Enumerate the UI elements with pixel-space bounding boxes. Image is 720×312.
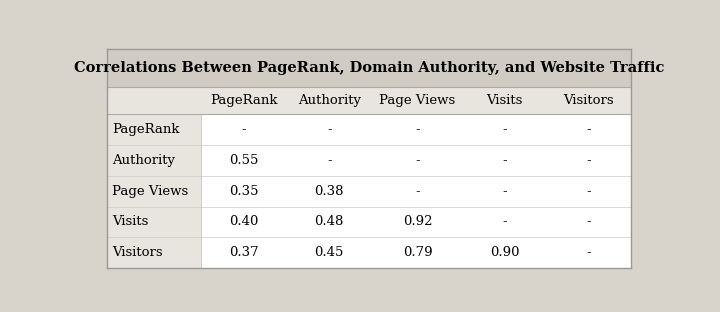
Bar — [372, 176, 463, 207]
Bar — [107, 207, 201, 237]
Text: Visitors: Visitors — [563, 94, 614, 107]
Text: -: - — [503, 154, 507, 167]
Text: 0.90: 0.90 — [490, 246, 519, 259]
Bar — [287, 176, 372, 207]
Bar — [287, 145, 372, 176]
Text: Page Views: Page Views — [379, 94, 456, 107]
Text: -: - — [327, 154, 331, 167]
Bar — [463, 237, 546, 268]
Bar — [107, 114, 201, 145]
Bar — [463, 207, 546, 237]
Bar — [546, 207, 631, 237]
Text: -: - — [586, 185, 591, 198]
Bar — [201, 114, 287, 145]
Text: -: - — [415, 185, 420, 198]
Text: Visitors: Visitors — [112, 246, 163, 259]
Bar — [372, 207, 463, 237]
Bar — [201, 237, 287, 268]
Bar — [107, 145, 201, 176]
Text: -: - — [415, 123, 420, 136]
Text: -: - — [503, 123, 507, 136]
Text: -: - — [586, 154, 591, 167]
Bar — [201, 145, 287, 176]
Bar — [287, 207, 372, 237]
Text: 0.92: 0.92 — [403, 216, 433, 228]
Text: 0.48: 0.48 — [315, 216, 344, 228]
Text: -: - — [586, 123, 591, 136]
Text: Visits: Visits — [112, 216, 149, 228]
Bar — [463, 176, 546, 207]
Bar — [107, 237, 201, 268]
Bar — [107, 176, 201, 207]
Text: Page Views: Page Views — [112, 185, 189, 198]
Bar — [546, 237, 631, 268]
Text: PageRank: PageRank — [210, 94, 277, 107]
Bar — [201, 176, 287, 207]
Text: -: - — [503, 216, 507, 228]
Bar — [546, 176, 631, 207]
Bar — [546, 114, 631, 145]
Text: Authority: Authority — [297, 94, 361, 107]
Bar — [372, 145, 463, 176]
Text: PageRank: PageRank — [112, 123, 180, 136]
Text: -: - — [415, 154, 420, 167]
Text: -: - — [586, 216, 591, 228]
Text: 0.38: 0.38 — [315, 185, 344, 198]
Text: 0.40: 0.40 — [229, 216, 258, 228]
Bar — [463, 145, 546, 176]
Text: 0.79: 0.79 — [402, 246, 433, 259]
Bar — [287, 114, 372, 145]
Text: 0.35: 0.35 — [229, 185, 258, 198]
Text: -: - — [327, 123, 331, 136]
Text: Authority: Authority — [112, 154, 176, 167]
Bar — [372, 114, 463, 145]
Bar — [546, 145, 631, 176]
Text: -: - — [586, 246, 591, 259]
Bar — [107, 87, 631, 114]
Text: Correlations Between PageRank, Domain Authority, and Website Traffic: Correlations Between PageRank, Domain Au… — [74, 61, 664, 75]
Text: -: - — [241, 123, 246, 136]
Text: 0.45: 0.45 — [315, 246, 344, 259]
Text: -: - — [503, 185, 507, 198]
Bar — [372, 237, 463, 268]
Text: 0.55: 0.55 — [229, 154, 258, 167]
Bar — [107, 49, 631, 87]
Bar — [201, 207, 287, 237]
Bar — [463, 114, 546, 145]
Text: Visits: Visits — [487, 94, 523, 107]
Text: 0.37: 0.37 — [229, 246, 258, 259]
Bar — [287, 237, 372, 268]
